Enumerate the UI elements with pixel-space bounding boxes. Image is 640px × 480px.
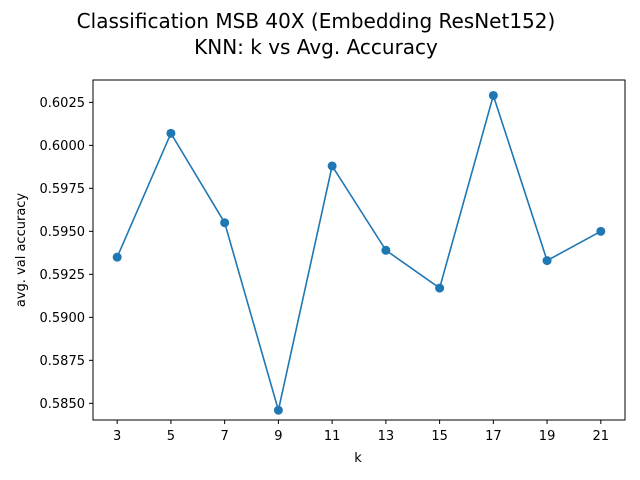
data-point xyxy=(381,245,391,255)
y-tick-label: 0.5875 xyxy=(40,354,86,369)
y-tick-label: 0.6000 xyxy=(40,139,86,154)
x-tick-label: 9 xyxy=(274,429,282,444)
data-point xyxy=(166,128,176,138)
data-point xyxy=(112,252,122,262)
data-point xyxy=(488,90,498,100)
x-axis-ticks: 3 5 7 9 11 13 15 17 19 21 xyxy=(113,420,609,444)
x-tick-label: 13 xyxy=(378,429,395,444)
x-tick-label: 5 xyxy=(167,429,175,444)
x-axis-label: k xyxy=(354,451,362,466)
x-tick-label: 17 xyxy=(485,429,502,444)
data-point xyxy=(327,161,337,171)
plot-area-frame xyxy=(92,79,626,421)
y-tick-label: 0.5900 xyxy=(40,311,86,326)
x-tick-label: 11 xyxy=(324,429,341,444)
y-axis-ticks: 0.5850 0.5875 0.5900 0.5925 0.5950 0.5975 0.60… xyxy=(40,96,93,412)
chart-title-line-2: KNN: k vs Avg. Accuracy xyxy=(194,35,438,59)
x-tick-label: 3 xyxy=(113,429,121,444)
data-point xyxy=(220,218,230,228)
y-axis-label: avg. val accuracy xyxy=(14,193,29,308)
x-tick-label: 19 xyxy=(539,429,556,444)
y-tick-label: 0.6025 xyxy=(40,96,86,111)
chart-title-line-1: Classification MSB 40X (Embedding ResNet… xyxy=(77,9,556,33)
y-tick-label: 0.5975 xyxy=(40,182,86,197)
x-tick-label: 21 xyxy=(593,429,610,444)
y-tick-label: 0.5950 xyxy=(40,225,86,240)
data-series xyxy=(112,90,606,415)
series-line xyxy=(116,92,602,411)
data-point xyxy=(596,226,606,236)
data-point xyxy=(435,283,445,293)
y-tick-label: 0.5925 xyxy=(40,268,86,283)
y-tick-label: 0.5850 xyxy=(40,397,86,412)
x-tick-label: 15 xyxy=(431,429,448,444)
data-point xyxy=(273,405,283,415)
data-point xyxy=(542,256,552,266)
x-tick-label: 7 xyxy=(221,429,229,444)
